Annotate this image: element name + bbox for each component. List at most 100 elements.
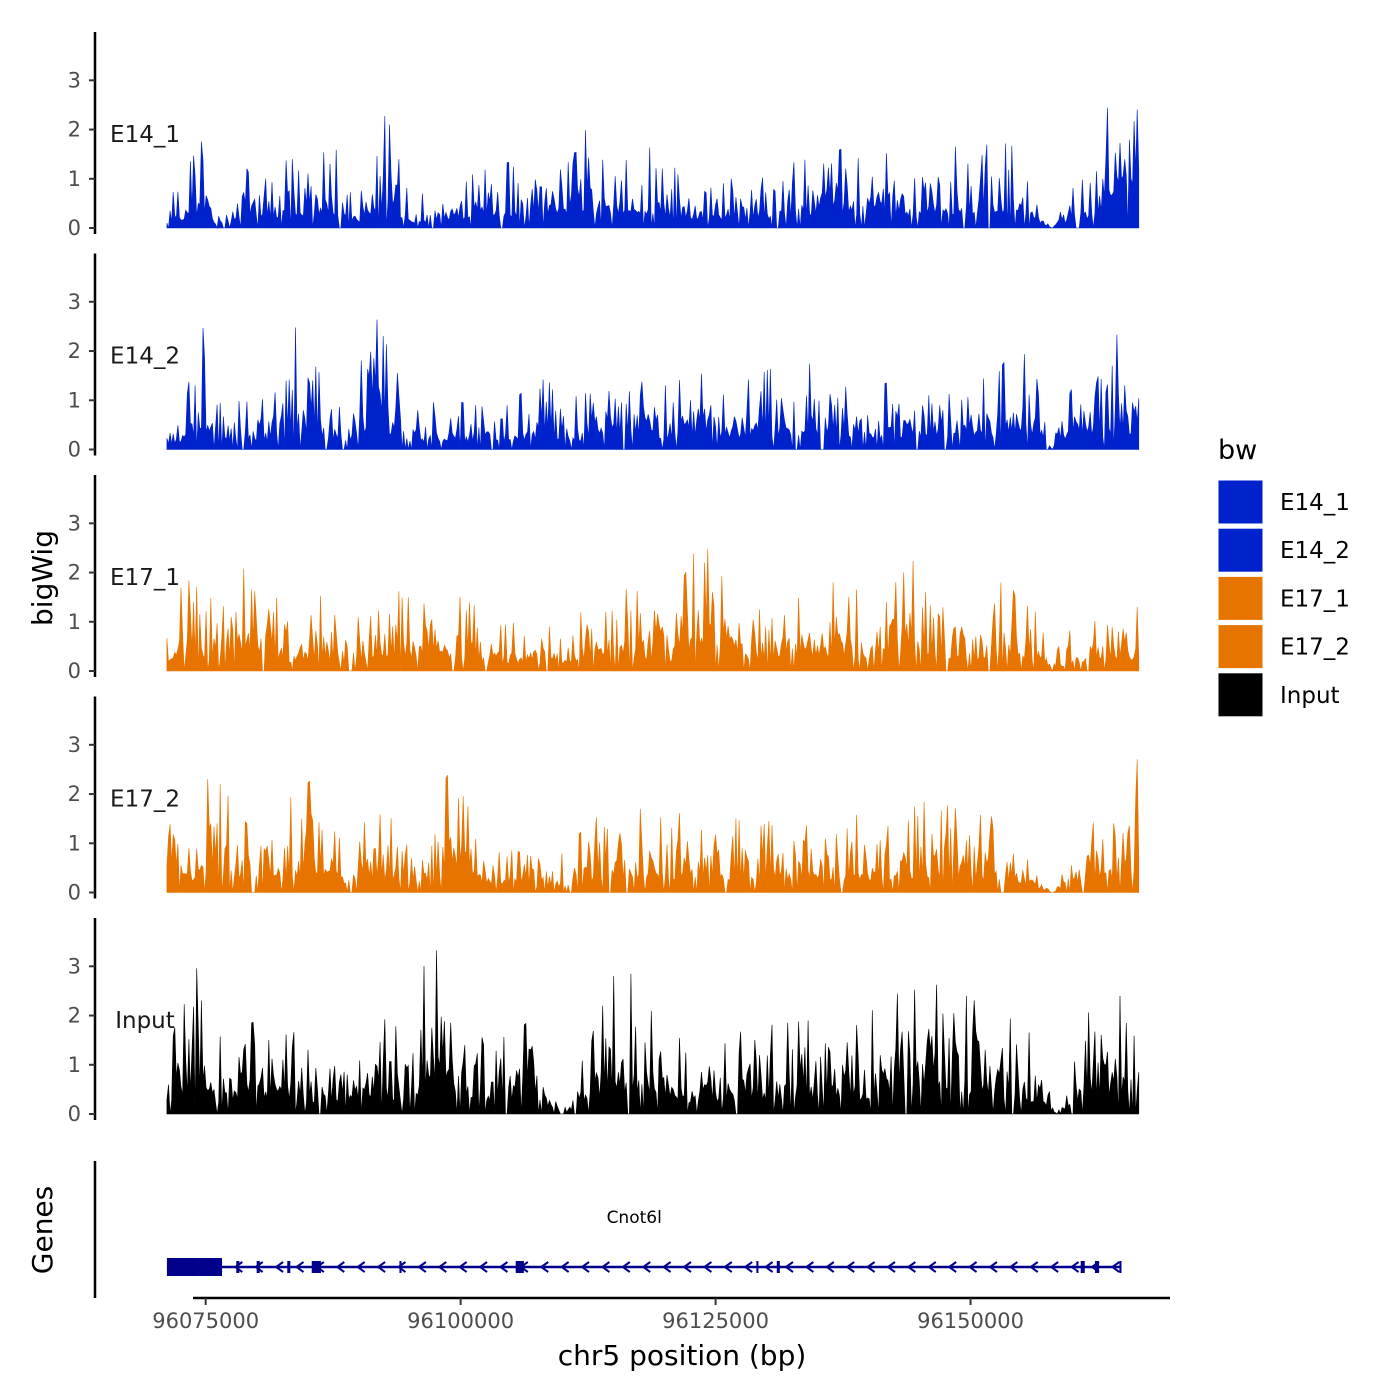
signal-area-E14_2: [166, 319, 1140, 451]
exon: [756, 1261, 759, 1273]
strand-arrow: [1069, 1261, 1080, 1273]
gene-track: Cnot6l: [93, 1161, 1122, 1298]
strand-arrow: [1110, 1261, 1120, 1273]
y-tick-label-E17_2-1: 1: [68, 831, 81, 855]
track-label-E17_2: E17_2: [110, 787, 180, 813]
y-tick-label-E17_1-1: 1: [68, 610, 81, 634]
y-tick-label-E14_1-2: 2: [68, 118, 81, 142]
y-tick-label-E17_2-3: 3: [68, 733, 81, 757]
exon: [776, 1261, 780, 1273]
strand-arrow: [335, 1261, 345, 1273]
y-tick-label-E17_1-2: 2: [68, 561, 81, 585]
y-tick-label-Input-1: 1: [68, 1053, 81, 1077]
track-label-E14_2: E14_2: [110, 344, 180, 370]
x-tick-label-96100000: 96100000: [407, 1309, 514, 1333]
strand-arrow: [947, 1261, 957, 1273]
y-tick-label-E14_2-2: 2: [68, 339, 81, 363]
strand-arrow: [559, 1261, 570, 1273]
strand-arrow: [845, 1261, 855, 1273]
y-tick-label-E14_1-1: 1: [68, 167, 81, 191]
strand-arrow: [478, 1261, 488, 1273]
strand-arrow: [1029, 1261, 1039, 1273]
legend-swatch-E14_1: [1217, 479, 1264, 525]
legend-label-E14_2: E14_2: [1280, 538, 1350, 564]
legend-label-E14_1: E14_1: [1280, 490, 1350, 516]
x-tick-label-96150000: 96150000: [917, 1309, 1024, 1333]
y-tick-label-E17_2-2: 2: [68, 782, 81, 806]
y-tick-label-E14_1-3: 3: [68, 68, 81, 92]
track-label-E14_1: E14_1: [110, 122, 180, 148]
signal-area-E17_2: [166, 759, 1140, 893]
legend-label-E17_2: E17_2: [1280, 635, 1350, 661]
x-axis-title: chr5 position (bp): [558, 1339, 807, 1372]
track-E17_2: 0 1 2 3 E17_2: [68, 696, 1140, 905]
strand-arrow: [539, 1261, 549, 1273]
y-tick-label-E14_1-0: 0: [68, 216, 81, 240]
strand-arrow: [274, 1261, 284, 1273]
y-axis-title-genes: Genes: [26, 1186, 59, 1274]
strand-arrow: [763, 1261, 774, 1273]
legend-label-E17_1: E17_1: [1280, 586, 1350, 612]
y-tick-label-E14_2-0: 0: [68, 438, 81, 462]
strand-arrow: [253, 1261, 264, 1273]
exon: [311, 1261, 321, 1273]
gene-name-label: Cnot6l: [607, 1208, 662, 1228]
track-E14_1: 0 1 2 3 E14_1: [68, 32, 1140, 240]
y-tick-label-Input-0: 0: [68, 1102, 81, 1126]
track-E14_2: 0 1 2 3 E14_2: [68, 253, 1140, 462]
strand-arrow: [641, 1261, 651, 1273]
y-tick-label-E17_1-0: 0: [68, 659, 81, 683]
exon: [1080, 1261, 1085, 1273]
track-label-Input: Input: [115, 1008, 175, 1034]
track-E17_1: 0 1 2 3 E17_1: [68, 475, 1140, 683]
exon: [1119, 1261, 1122, 1273]
strand-arrow: [1049, 1261, 1059, 1273]
strand-arrow: [743, 1261, 753, 1273]
legend-title: bw: [1218, 435, 1257, 466]
legend-swatch-E17_2: [1217, 624, 1264, 670]
strand-arrow: [600, 1261, 611, 1273]
strand-arrow: [437, 1261, 447, 1273]
y-axis-title-bigwig: bigWig: [26, 530, 59, 626]
exon: [166, 1258, 199, 1276]
y-tick-label-Input-2: 2: [68, 1004, 81, 1028]
legend-label-Input: Input: [1280, 683, 1340, 709]
strand-arrow: [784, 1261, 794, 1273]
legend-swatch-E14_2: [1217, 527, 1264, 573]
exon: [236, 1261, 240, 1273]
track-label-E17_1: E17_1: [110, 565, 180, 591]
strand-arrow: [417, 1261, 427, 1273]
signal-area-Input: [166, 950, 1140, 1116]
strand-arrow: [682, 1261, 692, 1273]
exon: [287, 1261, 291, 1273]
track-Input: 0 1 2 3 Input: [68, 918, 1140, 1126]
strand-arrow: [498, 1261, 509, 1273]
y-tick-label-E17_1-3: 3: [68, 511, 81, 535]
strand-arrow: [825, 1261, 835, 1273]
signal-tracks: 0 1 2 3 E14_1 0 1 2 3 E14_2 0 1 2 3 E17_1 0 1 2 3 E17_2 0 1 2 3…: [68, 32, 1140, 1126]
strand-arrow: [988, 1261, 998, 1273]
strand-arrow: [702, 1261, 713, 1273]
strand-arrow: [233, 1261, 243, 1273]
strand-arrow: [1008, 1261, 1018, 1273]
strand-arrow: [865, 1261, 876, 1273]
strand-arrow: [804, 1261, 814, 1273]
legend-swatch-E17_1: [1217, 575, 1264, 621]
strand-arrow: [661, 1261, 672, 1273]
strand-arrow: [723, 1261, 733, 1273]
strand-arrow: [967, 1261, 978, 1273]
legend-swatch-Input: [1217, 672, 1264, 718]
strand-arrow: [886, 1261, 896, 1273]
y-tick-label-E14_2-1: 1: [68, 388, 81, 412]
strand-arrow: [355, 1261, 366, 1273]
exon: [515, 1261, 524, 1273]
signal-area-E14_1: [166, 107, 1140, 230]
strand-arrow: [457, 1261, 468, 1273]
strand-arrow: [580, 1261, 590, 1273]
x-tick-label-96125000: 96125000: [662, 1309, 769, 1333]
exon: [399, 1261, 402, 1273]
x-axis: 96075000 96100000 96125000 96150000: [152, 1296, 1170, 1333]
strand-arrow: [294, 1261, 305, 1273]
y-tick-label-E17_2-0: 0: [68, 881, 81, 905]
y-tick-label-E14_2-3: 3: [68, 290, 81, 314]
